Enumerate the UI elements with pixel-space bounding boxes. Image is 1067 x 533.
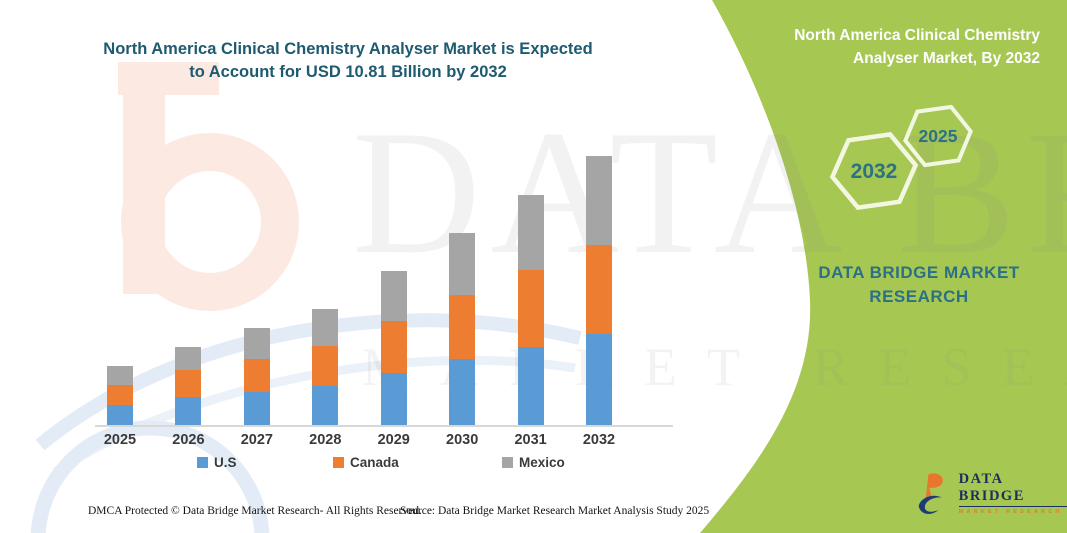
legend-label-canada: Canada (350, 455, 399, 470)
footer-source: Source: Data Bridge Market Research Mark… (400, 505, 710, 517)
data-bridge-logo: DATA BRIDGE MARKET RESEARCH (916, 470, 1067, 516)
bar-segment-mexico-2032 (586, 156, 612, 245)
chart-title: North America Clinical Chemistry Analyse… (60, 38, 636, 85)
bar-segment-canada-2026 (175, 370, 202, 397)
chart-legend: U.S Canada Mexico (0, 455, 1067, 473)
legend-item-us: U.S (197, 455, 237, 470)
watermark-text-line2: MARKET RESEARCH (362, 337, 1067, 397)
side-panel-title-line1: North America Clinical Chemistry (794, 27, 1040, 44)
legend-item-mexico: Mexico (502, 455, 565, 470)
legend-label-mexico: Mexico (519, 455, 565, 470)
bar-chart (95, 138, 673, 427)
x-axis-labels: 2025 2026 2027 2028 2029 2030 2031 2032 (95, 432, 673, 452)
x-axis-label-2025: 2025 (103, 432, 137, 448)
bar-2029 (380, 271, 407, 425)
bar-2026 (175, 347, 202, 425)
bar-2031 (517, 195, 544, 425)
x-axis-label-2028: 2028 (309, 432, 342, 448)
bar-segment-us-2029 (380, 373, 407, 425)
legend-label-us: U.S (214, 455, 237, 470)
bar-segment-us-2026 (175, 397, 202, 425)
x-axis-label-2026: 2026 (172, 432, 205, 448)
bar-segment-canada-2030 (449, 295, 476, 359)
bar-segment-us-2032 (586, 334, 612, 425)
legend-marker-mexico (502, 457, 513, 468)
x-axis-label-2032: 2032 (582, 432, 616, 448)
bar-2030 (449, 233, 476, 425)
bar-segment-mexico-2030 (449, 233, 476, 295)
bar-segment-canada-2025 (107, 385, 133, 405)
hexagon-2032-badge (829, 132, 919, 210)
bar-2025 (107, 366, 133, 425)
side-panel-brand: DATA BRIDGE MARKET RESEARCH (785, 261, 1053, 309)
bar-segment-canada-2031 (517, 270, 544, 347)
x-axis-label-2027: 2027 (240, 432, 273, 448)
side-panel-brand-line1: DATA BRIDGE MARKET (818, 263, 1020, 282)
chart-title-line1: North America Clinical Chemistry Analyse… (103, 40, 593, 58)
bar-segment-mexico-2029 (380, 271, 407, 321)
footer-copyright: DMCA Protected © Data Bridge Market Rese… (88, 505, 422, 517)
bar-segment-us-2027 (243, 392, 270, 425)
logo-name-text: DATA BRIDGE (958, 471, 1067, 507)
legend-marker-us (197, 457, 208, 468)
x-axis-label-2030: 2030 (446, 432, 479, 448)
bar-segment-canada-2027 (243, 359, 270, 392)
bar-segment-us-2028 (312, 386, 339, 425)
bar-segment-canada-2029 (380, 321, 407, 373)
bar-segment-canada-2028 (312, 346, 339, 386)
hexagon-2025-badge (903, 104, 973, 168)
x-axis-label-2029: 2029 (377, 432, 410, 448)
x-axis-label-2031: 2031 (514, 432, 547, 448)
hexagon-front-year: 2025 (919, 126, 958, 146)
bar-segment-us-2030 (449, 359, 476, 425)
data-bridge-logo-icon (918, 473, 943, 515)
legend-marker-canada (333, 457, 344, 468)
bar-segment-mexico-2027 (243, 328, 270, 359)
bar-segment-mexico-2026 (175, 347, 202, 370)
bar-segment-mexico-2031 (517, 195, 544, 270)
bar-2027 (243, 328, 270, 425)
chart-title-line2: to Account for USD 10.81 Billion by 2032 (189, 63, 507, 82)
bar-2028 (312, 309, 339, 425)
logo-subtext: MARKET RESEARCH (958, 509, 1063, 515)
side-panel-title: North America Clinical Chemistry Analyse… (740, 24, 1040, 71)
bar-2032 (586, 156, 612, 425)
hexagon-back-year: 2032 (851, 160, 898, 183)
side-panel-brand-line2: RESEARCH (869, 286, 969, 306)
legend-item-canada: Canada (333, 455, 399, 470)
bar-segment-us-2031 (517, 347, 544, 425)
bar-segment-us-2025 (107, 405, 133, 425)
bar-segment-mexico-2028 (312, 309, 339, 346)
hexagon-badges: 2025 2032 (829, 104, 973, 210)
side-panel-title-line2: Analyser Market, By 2032 (853, 50, 1040, 68)
bar-segment-mexico-2025 (107, 366, 133, 385)
bar-segment-canada-2032 (586, 245, 612, 334)
